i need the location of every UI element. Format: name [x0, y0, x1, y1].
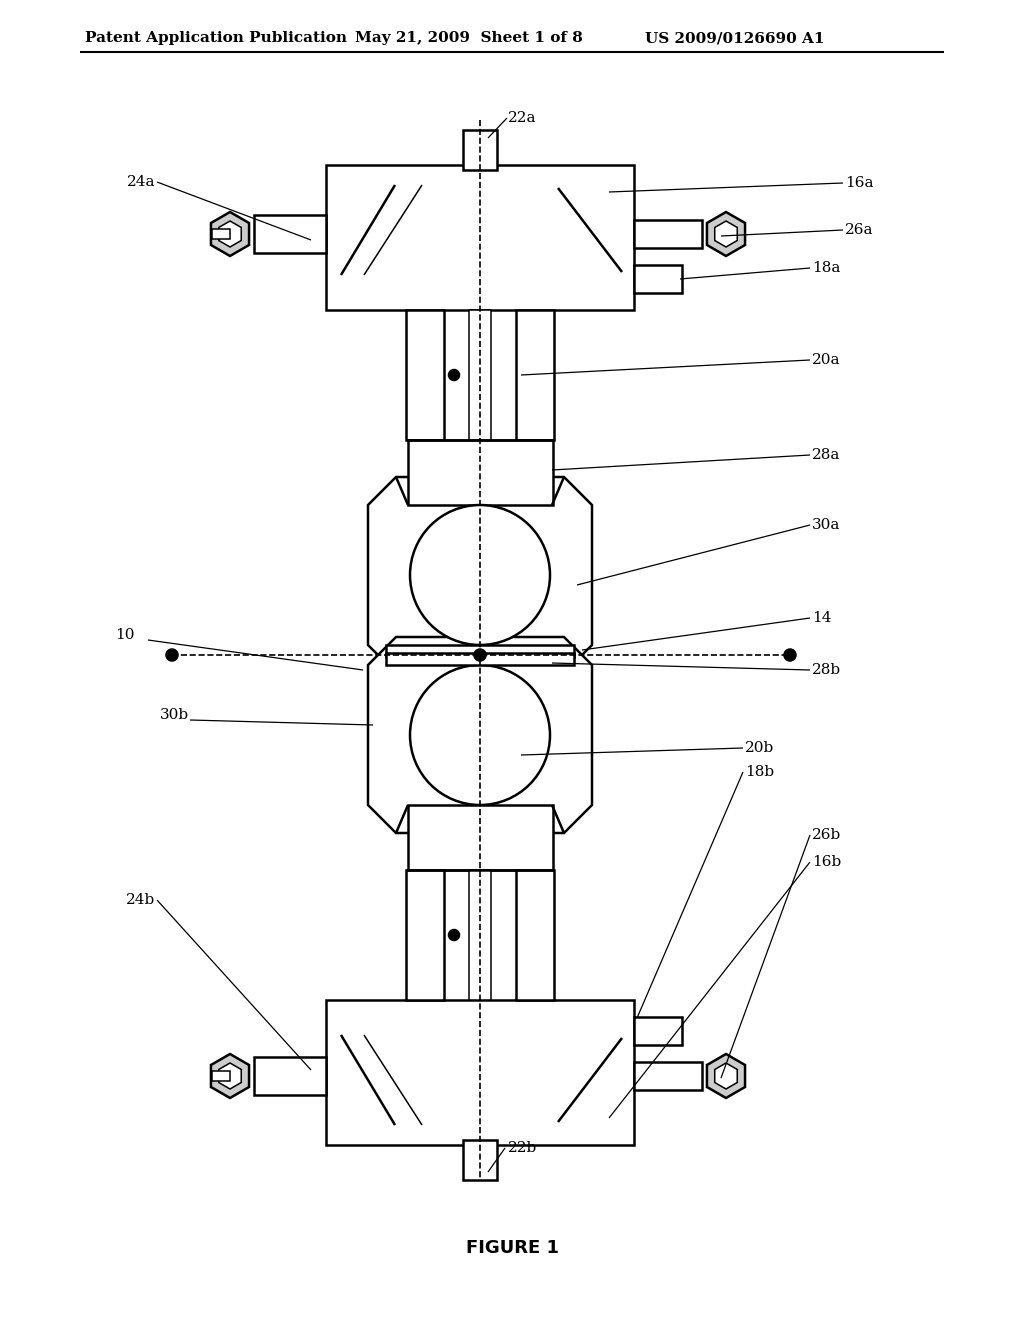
Bar: [254, 215, 326, 253]
Bar: [408, 440, 553, 506]
Text: 14: 14: [812, 611, 831, 624]
Polygon shape: [707, 1053, 745, 1098]
Text: 16a: 16a: [845, 176, 873, 190]
Bar: [469, 310, 490, 440]
Polygon shape: [368, 638, 592, 833]
Text: Patent Application Publication: Patent Application Publication: [85, 30, 347, 45]
Polygon shape: [219, 1063, 242, 1089]
Text: 30b: 30b: [160, 708, 189, 722]
Text: US 2009/0126690 A1: US 2009/0126690 A1: [645, 30, 824, 45]
Text: 10: 10: [115, 628, 134, 642]
Bar: [386, 645, 574, 657]
Bar: [212, 1071, 230, 1081]
Polygon shape: [368, 477, 592, 673]
Text: 28a: 28a: [812, 447, 841, 462]
Text: May 21, 2009  Sheet 1 of 8: May 21, 2009 Sheet 1 of 8: [355, 30, 583, 45]
Bar: [408, 805, 553, 870]
Text: 20a: 20a: [812, 352, 841, 367]
Text: 26a: 26a: [845, 223, 873, 238]
Circle shape: [474, 649, 485, 660]
Bar: [212, 228, 230, 239]
Polygon shape: [715, 220, 737, 247]
Circle shape: [449, 370, 459, 380]
Text: 24b: 24b: [126, 894, 155, 907]
Circle shape: [167, 649, 177, 660]
Bar: [634, 220, 702, 248]
Text: 24a: 24a: [127, 176, 155, 189]
Bar: [634, 1016, 682, 1045]
Text: 22a: 22a: [508, 111, 537, 125]
Text: 30a: 30a: [812, 517, 841, 532]
Bar: [469, 870, 490, 1001]
Bar: [516, 870, 554, 1001]
Bar: [326, 1001, 634, 1144]
Text: FIGURE 1: FIGURE 1: [466, 1239, 558, 1257]
Circle shape: [410, 506, 550, 645]
Bar: [406, 310, 444, 440]
Bar: [326, 165, 634, 310]
Polygon shape: [707, 213, 745, 256]
Text: 22b: 22b: [508, 1140, 538, 1155]
Text: 28b: 28b: [812, 663, 841, 677]
Polygon shape: [211, 213, 249, 256]
Polygon shape: [211, 1053, 249, 1098]
Text: 18a: 18a: [812, 261, 841, 275]
Polygon shape: [219, 220, 242, 247]
Bar: [634, 265, 682, 293]
Bar: [463, 129, 497, 170]
Circle shape: [410, 665, 550, 805]
Circle shape: [449, 931, 459, 940]
Bar: [406, 870, 444, 1001]
Bar: [463, 1140, 497, 1180]
Circle shape: [784, 649, 796, 660]
Text: 18b: 18b: [745, 766, 774, 779]
Text: 20b: 20b: [745, 741, 774, 755]
Text: 16b: 16b: [812, 855, 842, 869]
Bar: [516, 310, 554, 440]
Bar: [386, 653, 574, 665]
Bar: [254, 1057, 326, 1096]
Bar: [634, 1063, 702, 1090]
Text: 26b: 26b: [812, 828, 842, 842]
Polygon shape: [715, 1063, 737, 1089]
